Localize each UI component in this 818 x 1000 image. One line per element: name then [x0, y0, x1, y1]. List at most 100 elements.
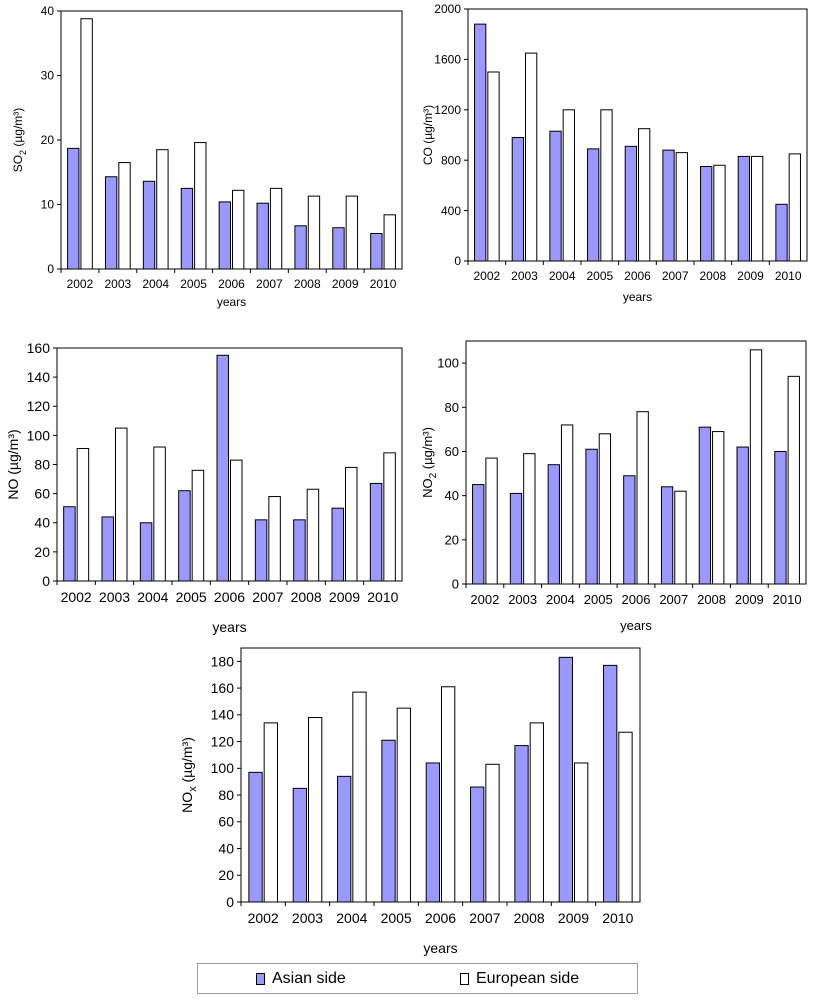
- x-tick-label: 2003: [99, 589, 130, 605]
- bar-asian: [101, 516, 114, 582]
- x-tick-label: 2006: [218, 277, 245, 291]
- bar-european: [562, 109, 575, 262]
- plot-area: [240, 647, 641, 903]
- bar-european: [713, 164, 726, 262]
- bar-asian: [331, 507, 344, 582]
- bar-european: [636, 411, 649, 585]
- x-tick-label: 2008: [514, 910, 545, 926]
- x-tick-label: 2007: [252, 589, 283, 605]
- y-tick-label: 80: [34, 456, 50, 472]
- bar-european: [749, 349, 763, 585]
- y-tick-label: 0: [47, 262, 54, 276]
- x-tick-label: 2004: [137, 589, 168, 605]
- chart-no2: 0 20 40 60 80 100 2002 2003 2004 2005 2006 2007 2008…: [420, 340, 807, 633]
- legend: Asian side European side: [197, 963, 638, 994]
- bar-asian: [509, 492, 523, 585]
- bar-asian: [139, 522, 153, 582]
- x-tick-label: 2009: [735, 592, 764, 607]
- x-tick-label: 2007: [256, 277, 283, 291]
- x-tick-label: 2009: [737, 269, 764, 283]
- bar-european: [441, 686, 456, 903]
- x-tick-label: 2010: [775, 269, 802, 283]
- bar-european: [118, 162, 131, 270]
- bar-asian: [662, 149, 675, 262]
- y-tick-label: 2000: [434, 2, 461, 16]
- bar-european: [268, 496, 281, 582]
- legend-swatch-asian: [256, 973, 265, 985]
- x-tick-label: 2008: [291, 589, 322, 605]
- bar-asian: [425, 762, 441, 903]
- y-tick-label: 20: [218, 867, 234, 883]
- bar-european: [574, 762, 589, 903]
- bar-asian: [293, 519, 306, 582]
- y-tick-label: 1600: [434, 53, 461, 67]
- bar-european: [675, 152, 688, 262]
- y-tick-label: 40: [445, 488, 459, 503]
- x-tick-label: 2004: [142, 277, 169, 291]
- y-tick-label: 60: [34, 486, 50, 502]
- x-tick-label: 2006: [622, 592, 651, 607]
- bar-asian: [474, 23, 487, 262]
- bar-asian: [369, 482, 383, 582]
- bar-european: [191, 469, 205, 582]
- y-axis-label: NO (µg/m³): [5, 429, 21, 499]
- x-tick-label: 2005: [180, 277, 207, 291]
- y-tick-label: 140: [211, 707, 235, 723]
- x-tick-label: 2006: [425, 910, 456, 926]
- y-tick-label: 40: [34, 515, 50, 531]
- bar-european: [787, 375, 800, 585]
- bar-asian: [585, 448, 598, 585]
- x-tick-label: 2003: [508, 592, 537, 607]
- y-tick-label: 20: [34, 544, 50, 560]
- legend-label-european: European side: [476, 970, 580, 987]
- bar-asian: [67, 147, 80, 270]
- bar-asian: [63, 506, 76, 582]
- bar-asian: [737, 155, 751, 262]
- y-tick-label: 60: [445, 444, 459, 459]
- y-axis-label: CO (µg/m³): [421, 105, 435, 165]
- x-tick-label: 2010: [370, 277, 397, 291]
- plot-area: [465, 340, 807, 585]
- y-axis-label-main: NO: [5, 479, 21, 500]
- legend-item-european: European side: [460, 970, 579, 988]
- bar-asian: [248, 771, 263, 903]
- bar-asian: [218, 201, 231, 270]
- chart-so2: 0 10 20 30 40 2002 2003 2004 2005 2006 2007 2008 200…: [11, 4, 403, 309]
- y-axis-label: SO2 (µg/m³): [11, 108, 28, 173]
- y-tick-label: 10: [41, 198, 55, 212]
- y-tick-label: 120: [211, 733, 235, 749]
- x-tick-label: 2006: [624, 269, 651, 283]
- bar-european: [306, 488, 320, 582]
- x-tick-label: 2007: [469, 910, 500, 926]
- x-tick-label: 2005: [584, 592, 613, 607]
- bar-asian: [775, 203, 788, 262]
- x-tick-label: 2010: [367, 589, 398, 605]
- bar-asian: [660, 486, 674, 585]
- legend-label-asian: Asian side: [272, 970, 346, 987]
- x-tick-label: 2004: [549, 269, 576, 283]
- bar-asian: [514, 745, 529, 903]
- bar-asian: [623, 475, 636, 585]
- x-axis-label: years: [212, 619, 246, 635]
- plot-area: [60, 10, 403, 270]
- x-tick-label: 2008: [697, 592, 726, 607]
- bar-asian: [472, 484, 485, 585]
- x-tick-label: 2006: [214, 589, 245, 605]
- bar-european: [485, 763, 500, 903]
- y-tick-label: 80: [218, 787, 234, 803]
- bar-european: [153, 446, 166, 582]
- bar-european: [788, 153, 801, 262]
- x-tick-label: 2002: [67, 277, 94, 291]
- x-tick-label: 2002: [248, 910, 279, 926]
- y-tick-label: 60: [218, 814, 234, 830]
- y-tick-label: 120: [27, 398, 51, 414]
- x-tick-label: 2005: [586, 269, 613, 283]
- x-tick-label: 2004: [336, 910, 367, 926]
- bar-european: [115, 427, 128, 582]
- x-tick-label: 2010: [773, 592, 802, 607]
- bar-european: [230, 459, 243, 582]
- y-tick-label: 0: [226, 894, 234, 910]
- y-tick-label: 160: [27, 340, 51, 356]
- y-tick-label: 20: [41, 133, 55, 147]
- bar-asian: [587, 148, 600, 262]
